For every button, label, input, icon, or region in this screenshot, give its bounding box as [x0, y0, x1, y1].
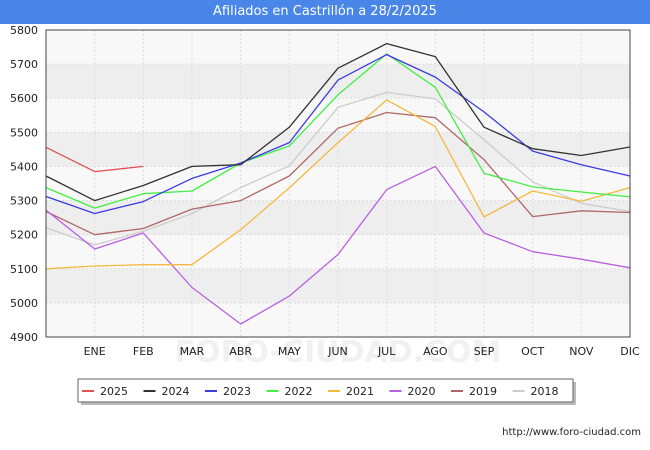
series-line-2023: [45, 53, 631, 215]
legend-label-2018: 2018: [531, 385, 559, 398]
grid-band: [46, 64, 630, 99]
x-tick-label: SEP: [474, 345, 495, 358]
legend-label-2024: 2024: [162, 385, 190, 398]
legend-label-2020: 2020: [408, 385, 436, 398]
x-tick-label: ABR: [229, 345, 252, 358]
x-tick-label: OCT: [521, 345, 544, 358]
series-line-2019: [45, 111, 631, 236]
footer-url: http://www.foro-ciudad.com: [502, 427, 641, 438]
series-line-2020: [45, 165, 631, 325]
series-lines: [45, 42, 631, 325]
x-tick-label: MAR: [180, 345, 205, 358]
x-tick-label: NOV: [569, 345, 594, 358]
y-tick-label: 5500: [10, 126, 38, 139]
y-tick-label: 5300: [10, 195, 38, 208]
y-tick-label: 5700: [10, 58, 38, 71]
x-tick-label: DIC: [620, 345, 640, 358]
y-tick-label: 4900: [10, 331, 38, 344]
grid-band: [46, 268, 630, 303]
y-tick-label: 5800: [10, 24, 38, 37]
series-line-2021: [45, 99, 631, 270]
series-line-2024: [45, 42, 631, 202]
y-tick-label: 5600: [10, 92, 38, 105]
x-tick-label: FEB: [133, 345, 154, 358]
legend-label-2019: 2019: [469, 385, 497, 398]
y-tick-label: 5100: [10, 263, 38, 276]
x-tick-label: JUL: [377, 345, 396, 358]
legend-label-2023: 2023: [223, 385, 251, 398]
y-axis-ticks: 4900 5000 5100 5200 5300 5400 5500 5600 5700 5800: [10, 24, 38, 344]
watermark: FORO-CIUDAD.COM: [175, 335, 502, 370]
legend-items: 2025 2024 2023 2022 2021 2020 2019 2018: [82, 385, 559, 398]
legend: 2025 2024 2023 2022 2021 2020 2019 2018: [77, 378, 576, 405]
x-tick-label: MAY: [278, 345, 301, 358]
legend-label-2022: 2022: [285, 385, 313, 398]
legend-box: [77, 378, 574, 403]
x-tick-label: ENE: [84, 345, 106, 358]
y-tick-label: 5400: [10, 160, 38, 173]
y-tick-label: 5200: [10, 229, 38, 242]
legend-label-2025: 2025: [100, 385, 128, 398]
plot-border: [45, 29, 631, 338]
x-tick-label: JUN: [327, 345, 348, 358]
grid: [46, 29, 631, 338]
series-line-2025: [45, 146, 144, 173]
grid-band: [46, 132, 630, 167]
x-axis-ticks: ENE FEB MAR ABR MAY JUN JUL AGO SEP OCT NOV DIC: [84, 345, 640, 358]
chart-title: Afiliados en Castrillón a 28/2/2025: [0, 0, 650, 24]
series-line-2022: [45, 53, 631, 209]
y-tick-label: 5000: [10, 297, 38, 310]
x-tick-label: AGO: [423, 345, 448, 358]
legend-label-2021: 2021: [346, 385, 374, 398]
series-line-2018: [45, 91, 631, 246]
